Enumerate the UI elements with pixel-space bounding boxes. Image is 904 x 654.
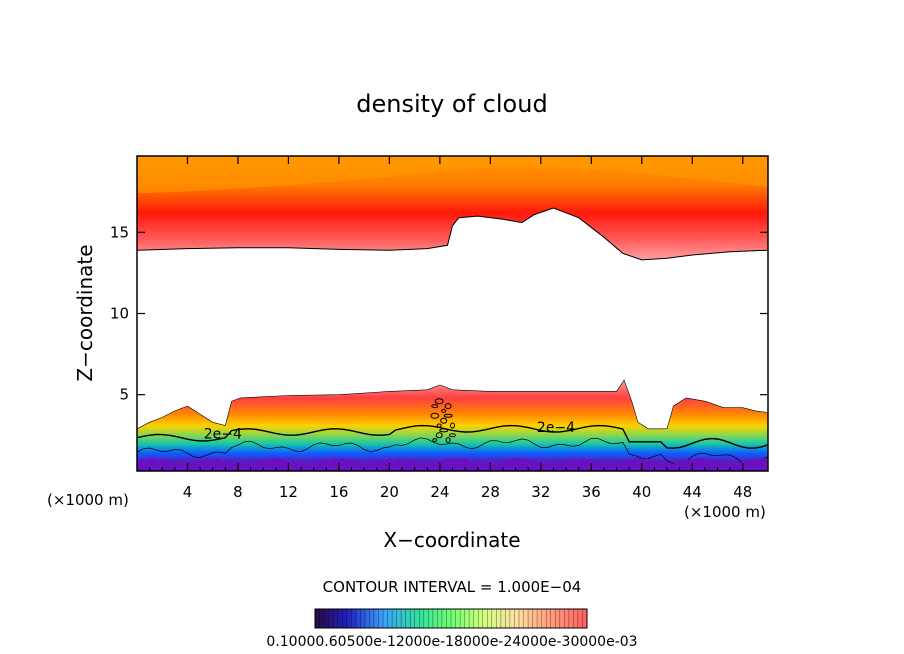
x-tick-label: 8	[233, 483, 243, 501]
x-axis-label: X−coordinate	[383, 528, 520, 552]
y-axis-label: Z−coordinate	[73, 244, 97, 381]
eddy-contour	[450, 422, 455, 429]
colorbar-labels: 0.10000.60500e-12000e-18000e-24000e-3000…	[266, 634, 637, 650]
x-unit-label-right: (×1000 m)	[684, 503, 766, 521]
x-tick-label: 16	[329, 483, 348, 501]
contour-interval-label: CONTOUR INTERVAL = 1.000E−04	[323, 578, 582, 596]
chart-title: density of cloud	[356, 90, 547, 118]
y-axis-ticks: 5 10 15	[110, 223, 768, 404]
eddy-contour	[434, 398, 444, 405]
eddy-contour	[431, 404, 439, 409]
eddy-contour	[440, 417, 448, 424]
colorbar-dividers	[319, 609, 583, 628]
x-tick-label: 32	[531, 483, 550, 501]
eddy-contour	[441, 408, 447, 413]
eddy-contour	[449, 433, 456, 438]
y-tick-label: 5	[119, 386, 129, 404]
x-tick-label: 36	[582, 483, 601, 501]
x-tick-label: 48	[733, 483, 752, 501]
upper-cloud-orange-band	[137, 156, 768, 194]
eddy-contour	[444, 403, 452, 410]
turbulent-contour-cluster	[430, 398, 456, 444]
x-tick-label: 4	[183, 483, 193, 501]
eddy-contour	[443, 413, 453, 418]
eddy-contour	[435, 432, 443, 439]
eddy-contour	[436, 423, 442, 428]
y-tick-label: 15	[110, 223, 129, 241]
x-tick-label: 20	[380, 483, 399, 501]
contour-label: 2e−4	[204, 427, 242, 443]
x-tick-label: 44	[683, 483, 702, 501]
x-unit-label-left: (×1000 m)	[47, 491, 129, 509]
lower-cloud-contour	[137, 379, 768, 430]
y-tick-label: 10	[110, 305, 129, 323]
eddy-contour	[430, 412, 440, 419]
contour-labels: 2e−4 2e−4	[204, 420, 575, 443]
x-tick-label: 28	[481, 483, 500, 501]
contour-line-2e-4	[137, 424, 768, 449]
lower-cloud-layer	[137, 380, 768, 471]
contour-line-low	[137, 437, 768, 466]
cloud-base-band	[137, 457, 768, 471]
eddy-contour	[432, 438, 438, 443]
x-tick-label: 40	[632, 483, 651, 501]
eddy-contour	[439, 428, 449, 433]
x-tick-label: 12	[279, 483, 298, 501]
eddy-contour	[445, 437, 451, 444]
contour-label: 2e−4	[537, 420, 575, 436]
upper-cloud-contour	[137, 207, 768, 261]
x-axis-ticks: 4 8 12 16 20 24 28 32 36 40 44 48	[149, 156, 752, 501]
x-tick-label: 24	[430, 483, 449, 501]
